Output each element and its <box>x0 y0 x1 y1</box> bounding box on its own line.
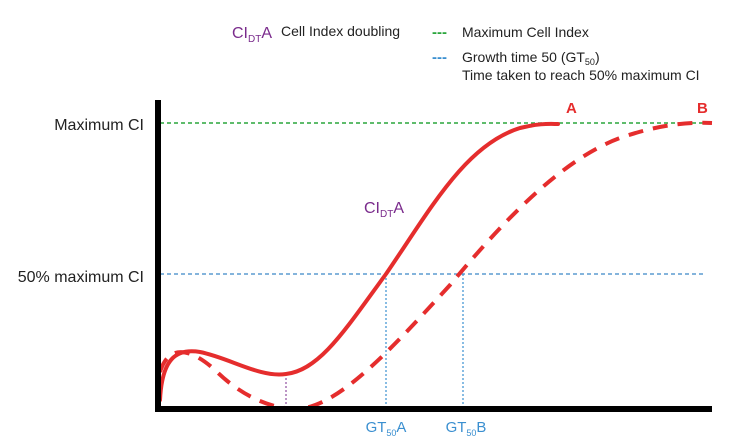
legend-max-ci-text: Maximum Cell Index <box>462 24 589 40</box>
curve-a-label: A <box>566 100 577 117</box>
curve-a <box>158 121 560 402</box>
curve-b-label: B <box>697 100 708 117</box>
legend-cidt-symbol: CIDTA <box>232 25 272 45</box>
curve-b <box>158 120 713 411</box>
legend-max-ci-dash: --- <box>432 24 447 41</box>
gt50a-label: GT50A <box>366 419 407 438</box>
legend-gt50-text: Growth time 50 (GT50) <box>462 49 600 67</box>
legend-gt50-dash: --- <box>432 49 447 66</box>
half-maximum-ci-label: 50% maximum CI <box>18 269 144 286</box>
legend-gt50-desc: Time taken to reach 50% maximum CI <box>462 67 700 83</box>
legend: CIDTA Cell Index doubling --- Maximum Ce… <box>232 23 700 83</box>
gt50b-label: GT50B <box>446 419 487 438</box>
cidt-annotation: CIDTA <box>364 200 404 220</box>
legend-cidt-text: Cell Index doubling <box>281 23 400 39</box>
maximum-ci-label: Maximum CI <box>54 117 144 134</box>
